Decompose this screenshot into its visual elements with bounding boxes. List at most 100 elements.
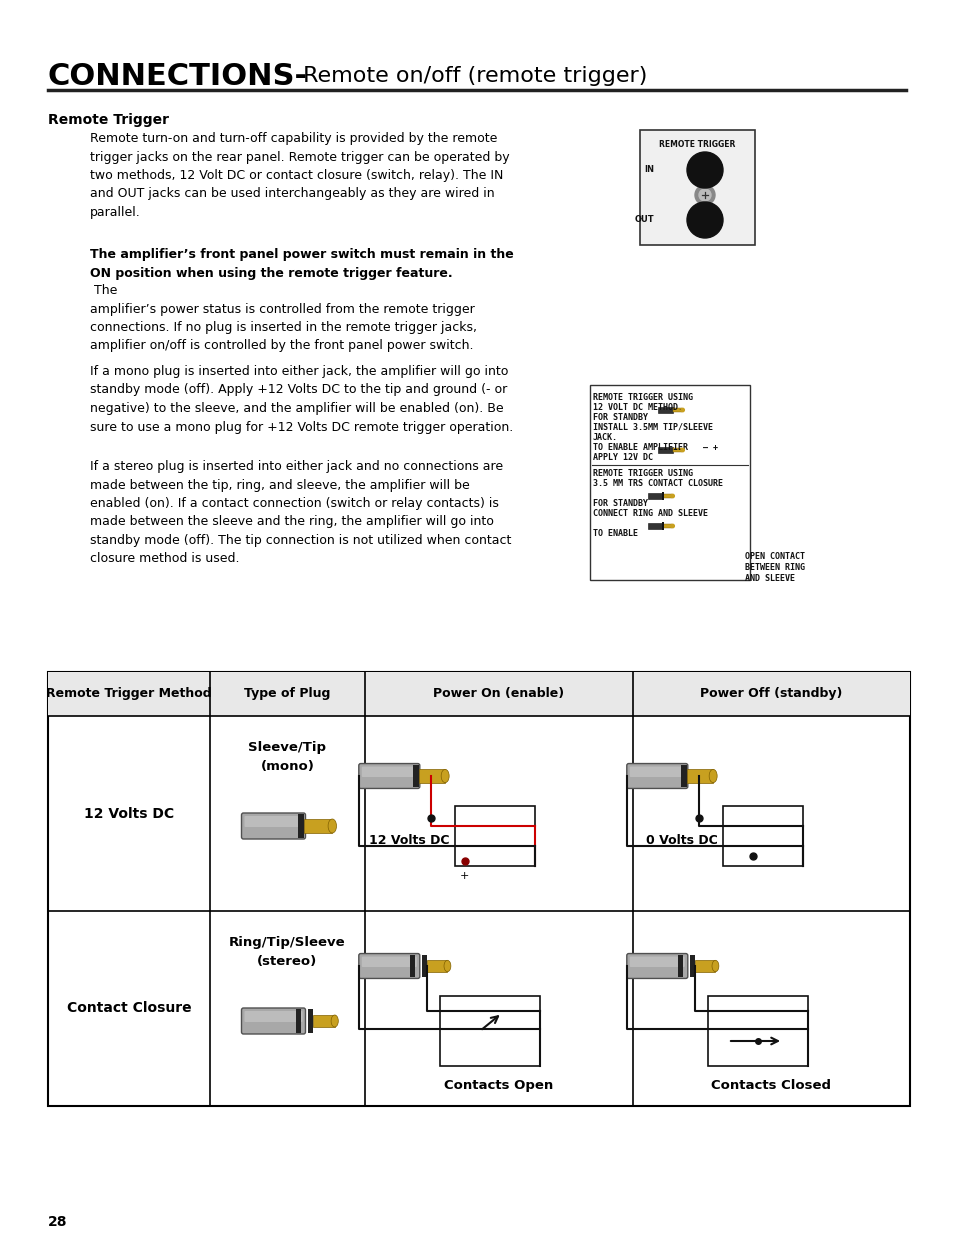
Text: JACK.: JACK. xyxy=(593,433,618,442)
Ellipse shape xyxy=(328,819,336,832)
Text: REMOTE TRIGGER: REMOTE TRIGGER xyxy=(659,140,735,149)
Text: CONNECTIONS-: CONNECTIONS- xyxy=(48,62,308,91)
FancyBboxPatch shape xyxy=(358,763,419,788)
Bar xyxy=(313,1015,335,1028)
Text: Sleeve/Tip: Sleeve/Tip xyxy=(248,741,326,755)
Text: IN: IN xyxy=(643,165,654,174)
Circle shape xyxy=(691,157,718,183)
Text: 3.5 MM TRS CONTACT CLOSURE: 3.5 MM TRS CONTACT CLOSURE xyxy=(593,479,722,488)
FancyBboxPatch shape xyxy=(241,813,305,839)
Bar xyxy=(673,448,681,452)
Text: Contact Closure: Contact Closure xyxy=(67,1002,192,1015)
Text: Ring/Tip/Sleeve: Ring/Tip/Sleeve xyxy=(229,936,345,948)
FancyBboxPatch shape xyxy=(358,953,419,978)
Text: 12 Volts DC: 12 Volts DC xyxy=(369,835,450,847)
Text: REMOTE TRIGGER USING: REMOTE TRIGGER USING xyxy=(593,393,692,403)
Bar xyxy=(678,955,682,977)
Bar xyxy=(410,955,415,977)
Bar xyxy=(304,819,332,832)
Circle shape xyxy=(698,163,711,177)
Text: FOR STANDBY: FOR STANDBY xyxy=(593,499,647,508)
Text: Power Off (standby): Power Off (standby) xyxy=(700,688,841,700)
Text: FOR STANDBY: FOR STANDBY xyxy=(593,412,647,422)
Bar xyxy=(686,769,713,783)
Circle shape xyxy=(699,189,710,201)
Text: 0 Volts DC: 0 Volts DC xyxy=(645,835,718,847)
FancyBboxPatch shape xyxy=(626,763,687,788)
Circle shape xyxy=(701,217,707,224)
Bar xyxy=(658,447,673,453)
Text: Power On (enable): Power On (enable) xyxy=(433,688,564,700)
Text: Remote turn-on and turn-off capability is provided by the remote
trigger jacks o: Remote turn-on and turn-off capability i… xyxy=(90,132,509,219)
Bar xyxy=(694,961,715,972)
Circle shape xyxy=(670,525,674,527)
FancyBboxPatch shape xyxy=(244,816,302,827)
Text: Remote Trigger Method: Remote Trigger Method xyxy=(46,688,212,700)
FancyBboxPatch shape xyxy=(241,1008,305,1034)
Text: Contacts Open: Contacts Open xyxy=(444,1079,553,1092)
Ellipse shape xyxy=(440,769,449,783)
Bar xyxy=(722,806,802,866)
Bar xyxy=(439,995,539,1066)
Ellipse shape xyxy=(443,961,451,972)
Text: APPLY 12V DC: APPLY 12V DC xyxy=(593,453,652,462)
Bar xyxy=(662,524,671,529)
Bar xyxy=(455,806,535,866)
Text: TO ENABLE AMPLIFIER   – +: TO ENABLE AMPLIFIER – + xyxy=(593,443,718,452)
Text: 12 VOLT DC METHOD.: 12 VOLT DC METHOD. xyxy=(593,403,682,412)
FancyBboxPatch shape xyxy=(244,1011,302,1023)
Bar xyxy=(647,522,662,530)
FancyBboxPatch shape xyxy=(629,767,684,777)
Circle shape xyxy=(680,448,683,452)
Bar xyxy=(426,961,447,972)
Text: Remote on/off (remote trigger): Remote on/off (remote trigger) xyxy=(295,65,647,86)
Bar xyxy=(589,385,749,580)
Text: Remote Trigger: Remote Trigger xyxy=(48,112,169,127)
Text: 12 Volts DC: 12 Volts DC xyxy=(84,806,173,820)
Text: (mono): (mono) xyxy=(260,760,314,773)
Circle shape xyxy=(691,207,718,233)
Bar xyxy=(639,130,754,245)
FancyBboxPatch shape xyxy=(361,767,416,777)
Bar xyxy=(661,492,663,500)
Bar xyxy=(707,995,807,1066)
FancyBboxPatch shape xyxy=(626,953,687,978)
Circle shape xyxy=(695,185,714,205)
Bar xyxy=(673,408,681,412)
Bar xyxy=(48,672,909,716)
Text: (stereo): (stereo) xyxy=(257,955,317,968)
Text: OPEN CONTACT
BETWEEN RING
AND SLEEVE: OPEN CONTACT BETWEEN RING AND SLEEVE xyxy=(744,552,804,583)
Text: +: + xyxy=(459,871,469,881)
FancyBboxPatch shape xyxy=(361,957,416,967)
Bar xyxy=(308,1009,313,1032)
Bar xyxy=(418,769,445,783)
Bar xyxy=(48,672,909,1107)
Text: The amplifier’s front panel power switch must remain in the
ON position when usi: The amplifier’s front panel power switch… xyxy=(90,248,514,279)
Text: Type of Plug: Type of Plug xyxy=(244,688,331,700)
Text: CONNECT RING AND SLEEVE: CONNECT RING AND SLEEVE xyxy=(593,509,707,517)
Text: TO ENABLE: TO ENABLE xyxy=(593,529,638,538)
Text: OUT: OUT xyxy=(634,215,654,225)
Bar xyxy=(295,1009,300,1032)
Text: The
amplifier’s power status is controlled from the remote trigger
connections. : The amplifier’s power status is controll… xyxy=(90,284,476,352)
Text: If a stereo plug is inserted into either jack and no connections are
made betwee: If a stereo plug is inserted into either… xyxy=(90,459,511,566)
Bar xyxy=(662,494,671,498)
Bar xyxy=(658,406,673,414)
Circle shape xyxy=(680,409,683,411)
Ellipse shape xyxy=(711,961,719,972)
Text: If a mono plug is inserted into either jack, the amplifier will go into
standby : If a mono plug is inserted into either j… xyxy=(90,366,513,433)
Ellipse shape xyxy=(331,1015,338,1028)
Circle shape xyxy=(686,203,722,238)
Bar xyxy=(421,955,426,977)
Bar xyxy=(413,764,418,788)
Text: INSTALL 3.5MM TIP/SLEEVE: INSTALL 3.5MM TIP/SLEEVE xyxy=(593,424,712,432)
Circle shape xyxy=(701,167,707,173)
Text: Contacts Closed: Contacts Closed xyxy=(711,1079,831,1092)
Ellipse shape xyxy=(708,769,717,783)
Text: REMOTE TRIGGER USING: REMOTE TRIGGER USING xyxy=(593,469,692,478)
FancyBboxPatch shape xyxy=(629,957,684,967)
Bar xyxy=(661,521,663,530)
Circle shape xyxy=(670,494,674,498)
Bar xyxy=(298,814,304,839)
Bar xyxy=(647,493,662,499)
